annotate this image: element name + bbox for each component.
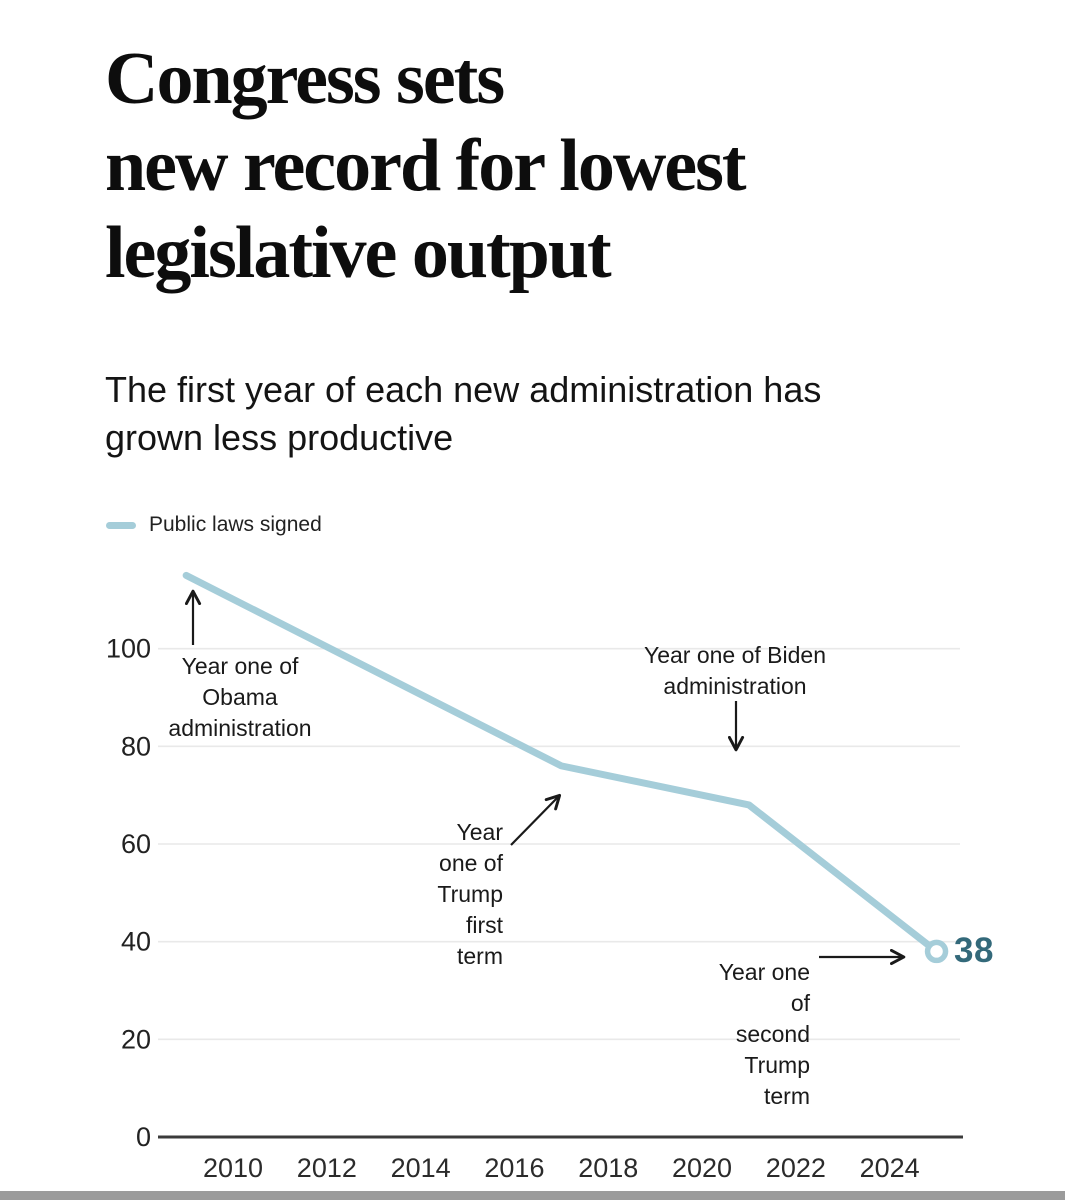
endpoint-marker <box>924 939 949 964</box>
x-axis-tick-label: 2022 <box>766 1153 826 1183</box>
annotation-trump-first-term: Year one of Trump first term <box>437 819 503 969</box>
x-axis-tick-label: 2010 <box>203 1153 263 1183</box>
x-axis-tick-label: 2020 <box>672 1153 732 1183</box>
public-laws-line <box>182 571 941 955</box>
y-axis-tick-label: 20 <box>121 1024 151 1054</box>
y-axis-tick-label: 100 <box>106 634 151 664</box>
legend-label: Public laws signed <box>149 513 322 536</box>
x-axis-tick-label: 2024 <box>860 1153 920 1183</box>
x-axis-tick-label: 2012 <box>297 1153 357 1183</box>
bottom-edge-bar <box>0 1191 1065 1200</box>
legend: Public laws signed <box>106 513 322 537</box>
headline: Congress sets new record for lowest legi… <box>105 38 747 294</box>
x-axis-tick-label: 2018 <box>578 1153 638 1183</box>
x-axis-tick-label: 2016 <box>484 1153 544 1183</box>
y-axis-tick-label: 0 <box>136 1122 151 1152</box>
x-axis-tick-label: 2014 <box>391 1153 451 1183</box>
y-axis-tick-label: 60 <box>121 829 151 859</box>
trump-first-term-annotation-arrow <box>510 793 562 846</box>
y-axis-tick-label: 40 <box>121 927 151 957</box>
y-axis-tick-label: 80 <box>121 731 151 761</box>
subtitle: The first year of each new administratio… <box>105 369 822 458</box>
annotation-biden: Year one of Biden administration <box>643 642 827 699</box>
annotation-obama: Year one of Obama administration <box>168 653 312 741</box>
end-value-label: 38 <box>954 931 994 970</box>
legend-line-swatch-icon <box>106 521 136 529</box>
annotation-second-trump-term: Year one of second Trump term <box>718 959 810 1109</box>
